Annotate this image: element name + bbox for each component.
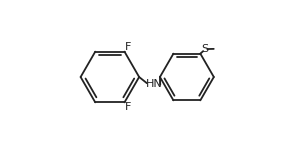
Text: S: S <box>202 44 209 54</box>
Text: F: F <box>125 42 131 52</box>
Text: F: F <box>125 102 131 112</box>
Text: HN: HN <box>145 79 162 89</box>
